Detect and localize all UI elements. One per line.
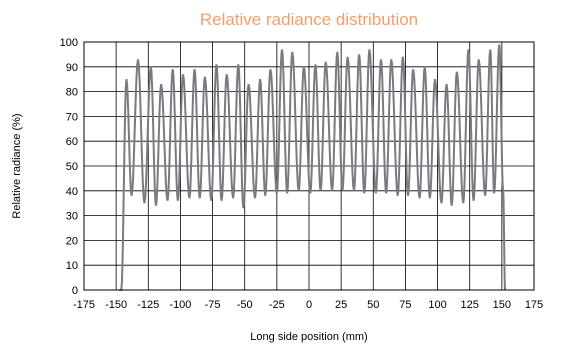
x-tick-label: 0 — [306, 299, 312, 311]
x-tick-labels: -175 -150 -125 -100 -75 -50 -25 0 25 50 75 100 125 15… — [73, 299, 543, 311]
x-tick-label: -50 — [237, 299, 253, 311]
radiance-series-line — [119, 44, 507, 291]
x-tick-label: 125 — [461, 299, 479, 311]
y-tick-labels: 0 10 20 30 40 50 60 70 80 90 100 — [60, 37, 78, 297]
y-tick-label: 60 — [66, 136, 78, 148]
x-tick-label: -25 — [269, 299, 285, 311]
x-tick-label: -150 — [105, 299, 127, 311]
plot-frame — [83, 41, 535, 291]
y-tick-label: 20 — [66, 235, 78, 247]
x-tick-label: -75 — [205, 299, 221, 311]
x-tick-label: 150 — [493, 299, 511, 311]
y-tick-label: 80 — [66, 87, 78, 99]
y-tick-label: 50 — [66, 161, 78, 173]
x-tick-label: 100 — [428, 299, 446, 311]
x-tick-label: -125 — [137, 299, 159, 311]
y-tick-label: 90 — [66, 62, 78, 74]
x-tick-label: 75 — [399, 299, 411, 311]
chart-title: Relative radiance distribution — [200, 10, 418, 29]
y-tick-label: 30 — [66, 211, 78, 223]
y-tick-label: 10 — [66, 260, 78, 272]
y-tick-label: 0 — [72, 285, 78, 297]
y-tick-label: 100 — [60, 37, 78, 49]
x-tick-label: 25 — [335, 299, 347, 311]
x-tick-label: -175 — [73, 299, 95, 311]
x-tick-label: -100 — [169, 299, 191, 311]
x-tick-label: 175 — [525, 299, 543, 311]
x-tick-label: 50 — [367, 299, 379, 311]
y-axis-label: Relative radiance (%) — [11, 113, 23, 218]
y-tick-label: 40 — [66, 186, 78, 198]
y-tick-label: 70 — [66, 111, 78, 123]
x-axis-label: Long side position (mm) — [250, 331, 367, 343]
